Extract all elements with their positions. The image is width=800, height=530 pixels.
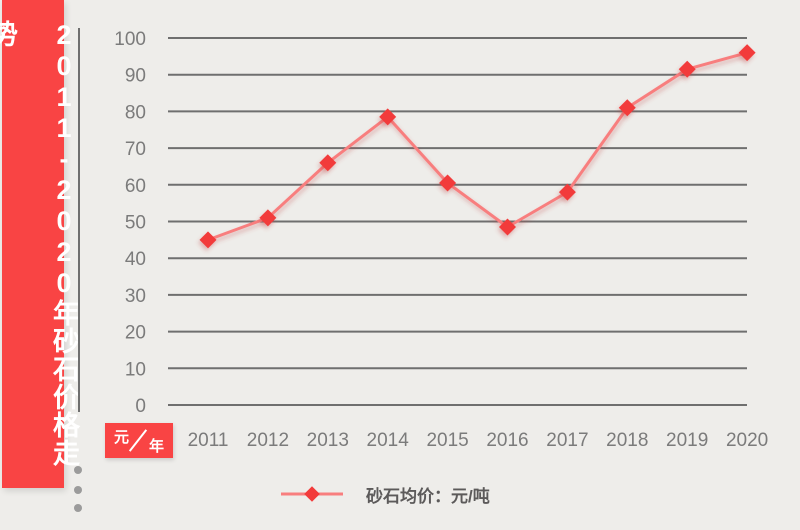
decor-dot xyxy=(74,466,82,474)
unit-denominator: 年 xyxy=(148,438,164,455)
y-tick-label: 40 xyxy=(125,249,146,270)
legend-diamond-line-icon xyxy=(281,486,343,502)
y-tick-label: 30 xyxy=(125,286,146,307)
data-point-marker xyxy=(558,183,576,201)
grid-layer xyxy=(168,37,747,406)
x-tick-label: 2019 xyxy=(666,430,708,451)
chart-title: 2011-2020年砂石价格走势 xyxy=(0,20,79,467)
y-tick-label: 50 xyxy=(125,213,146,234)
x-tick-label: 2020 xyxy=(726,430,768,451)
decor-dot xyxy=(74,486,82,494)
legend: 砂石均价：元/吨 xyxy=(281,483,490,506)
x-tick-label: 2017 xyxy=(546,430,588,451)
axis-unit-badge: 元 年 xyxy=(105,423,173,458)
y-axis-line xyxy=(78,28,80,412)
x-tick-label: 2016 xyxy=(486,430,528,451)
title-banner: 2011-2020年砂石价格走势 xyxy=(0,0,79,488)
price-line xyxy=(207,51,748,242)
unit-slash-icon xyxy=(128,429,148,452)
legend-label: 砂石均价：元/吨 xyxy=(366,486,490,506)
data-point-marker xyxy=(199,231,217,249)
data-point-marker xyxy=(678,60,696,78)
axis-label-layer: 0 10 20 30 40 50 60 70 80 90 100 2011 2012 2013 2014 20… xyxy=(114,29,768,451)
x-tick-label: 2015 xyxy=(426,430,468,451)
y-tick-label: 70 xyxy=(125,139,146,160)
x-tick-label: 2014 xyxy=(367,430,410,451)
data-point-marker xyxy=(618,99,636,117)
data-point-marker xyxy=(738,44,756,62)
decor-dot xyxy=(74,504,82,512)
y-tick-label: 80 xyxy=(125,102,146,123)
y-tick-label: 10 xyxy=(125,359,146,380)
x-tick-label: 2011 xyxy=(188,430,229,451)
y-tick-label: 60 xyxy=(125,176,146,197)
x-tick-label: 2018 xyxy=(606,430,648,451)
y-tick-label: 100 xyxy=(114,29,146,50)
y-tick-label: 90 xyxy=(125,66,146,87)
x-tick-label: 2012 xyxy=(247,430,289,451)
unit-numerator: 元 xyxy=(114,429,130,446)
y-tick-label: 20 xyxy=(125,323,146,344)
x-tick-label: 2013 xyxy=(307,430,349,451)
y-tick-label: 0 xyxy=(135,396,146,417)
